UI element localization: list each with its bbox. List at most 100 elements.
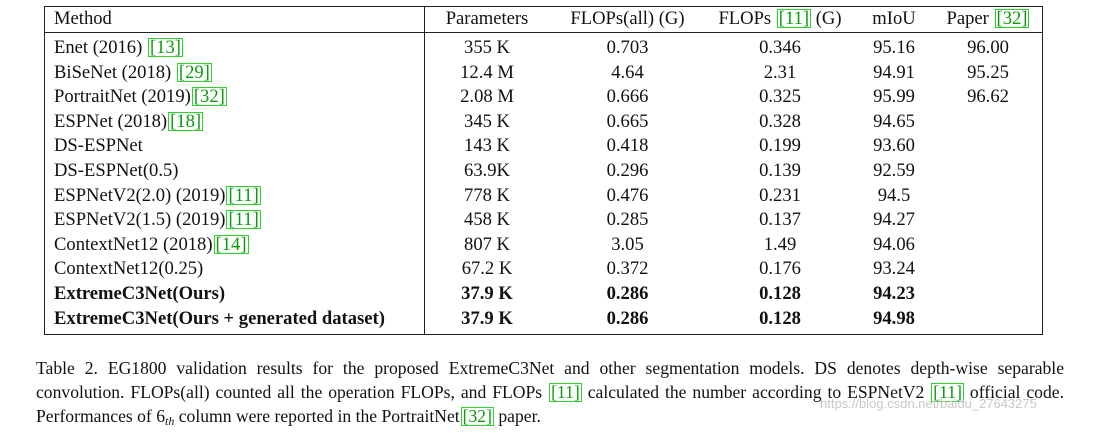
header-flops-unit: (G) <box>811 8 842 30</box>
citation-link[interactable]: [11] <box>226 209 261 231</box>
header-paper-label: Paper <box>946 8 994 30</box>
caption-math-base: 6 <box>156 406 165 426</box>
citation-link[interactable]: [18] <box>168 110 204 132</box>
parameters-cell: 2.08 M <box>460 86 514 108</box>
miou-cell: 94.5 <box>877 184 911 206</box>
flops-all-cell: 0.372 <box>606 258 649 280</box>
citation-link[interactable]: [11] <box>776 8 812 30</box>
caption-part-2: calculated the number according to ESPNe… <box>581 382 931 402</box>
flops-all-cell: 0.286 <box>606 307 649 329</box>
method-cell: ExtremeC3Net(Ours) <box>44 281 425 307</box>
method-name: BiSeNet (2018) <box>54 61 176 83</box>
method-name: DS-ESPNet(0.5) <box>54 159 179 181</box>
flops-cell: 0.176 <box>759 258 801 280</box>
citation-link[interactable]: [14] <box>213 233 249 255</box>
flops-cell: 0.199 <box>759 135 801 157</box>
method-name: ExtremeC3Net(Ours + generated dataset) <box>54 307 385 329</box>
method-cell: DS-ESPNet <box>44 134 425 159</box>
citation-link[interactable]: [32] <box>460 406 494 426</box>
flops-cell: 2.31 <box>763 61 797 83</box>
citation-link[interactable]: [13] <box>147 37 183 58</box>
parameters-cell: 143 K <box>464 135 510 157</box>
method-name: ESPNetV2(1.5) (2019) <box>54 209 226 231</box>
flops-cell: 0.137 <box>759 209 801 231</box>
flops-all-cell: 0.665 <box>606 110 649 132</box>
method-name: ESPNetV2(2.0) (2019) <box>54 184 226 206</box>
miou-cell: 95.16 <box>873 37 915 58</box>
caption-part-3: official code. Performances of <box>36 382 1064 426</box>
paper-cell <box>934 208 1043 233</box>
paper-cell <box>934 184 1043 209</box>
miou-cell: 92.59 <box>873 159 915 181</box>
miou-cell: 94.65 <box>873 110 915 132</box>
flops-cell: 1.49 <box>763 233 797 255</box>
paper-cell <box>934 282 1043 307</box>
results-table-container: Method Parameters FLOPs(all) (G) FLOPs [… <box>44 6 1043 336</box>
header-flops-all: FLOPs(all) (G) <box>549 6 706 33</box>
flops-all-cell: 0.418 <box>606 135 649 157</box>
parameters-cell: 458 K <box>464 209 510 231</box>
paper-cell <box>934 257 1043 282</box>
method-cell: ESPNetV2(2.0) (2019) [11] <box>44 183 425 209</box>
method-name: ContextNet12(0.25) <box>54 258 204 280</box>
flops-cell: 0.325 <box>759 86 801 108</box>
flops-cell: 0.346 <box>759 37 801 58</box>
parameters-cell: 778 K <box>464 184 510 206</box>
miou-cell: 94.06 <box>873 233 915 255</box>
table-row: ContextNet12(0.25) 67.2 K 0.372 0.176 93.24 <box>44 257 1043 282</box>
flops-all-cell: 3.05 <box>611 233 644 255</box>
parameters-cell: 37.9 K <box>461 282 513 304</box>
paper-cell: 95.25 <box>967 61 1009 83</box>
caption-part-4: column were reported in the PortraitNet <box>174 406 460 426</box>
parameters-cell: 63.9K <box>464 159 510 181</box>
paper-cell: 96.62 <box>967 86 1009 108</box>
table-row: BiSeNet (2018) [29] 12.4 M 4.64 2.31 94.91 95… <box>44 60 1043 86</box>
table-caption: Table 2. EG1800 validation results for t… <box>36 356 1064 433</box>
table-row: ExtremeC3Net(Ours) 37.9 K 0.286 0.128 94.23 <box>44 281 1043 307</box>
flops-all-cell: 4.64 <box>611 61 644 83</box>
paper-cell: 96.00 <box>967 37 1009 58</box>
method-cell: DS-ESPNet(0.5) <box>44 158 425 184</box>
flops-cell: 0.128 <box>759 282 801 304</box>
miou-cell: 94.98 <box>873 307 915 329</box>
table-row: ContextNet12 (2018) [14] 807 K 3.05 1.49 94.0… <box>44 232 1043 258</box>
citation-link[interactable]: [11] <box>226 184 261 206</box>
method-name: ContextNet12 (2018) <box>54 233 213 255</box>
method-name: Enet (2016) <box>54 37 147 58</box>
citation-link[interactable]: [11] <box>549 382 582 402</box>
method-cell: Enet (2016) [13] <box>44 32 425 61</box>
method-cell: ESPNet (2018) [18] <box>44 109 425 135</box>
table-header-row: Method Parameters FLOPs(all) (G) FLOPs [… <box>44 6 1043 33</box>
miou-cell: 93.24 <box>873 258 915 280</box>
citation-link[interactable]: [29] <box>176 61 212 83</box>
citation-link[interactable]: [32] <box>994 8 1030 30</box>
table-row: PortraitNet (2019) [32] 2.08 M 0.666 0.325 95… <box>44 85 1043 110</box>
caption-part-5: paper. <box>493 406 541 426</box>
method-cell: ExtremeC3Net(Ours + generated dataset) <box>44 306 425 335</box>
caption-math: 6th <box>156 406 175 428</box>
method-name: ExtremeC3Net(Ours) <box>54 282 226 304</box>
method-cell: ESPNetV2(1.5) (2019) [11] <box>44 208 425 233</box>
table-row: ESPNetV2(1.5) (2019) [11] 458 K 0.285 0.137 9… <box>44 208 1043 233</box>
caption-part-1: Table 2. EG1800 validation results for t… <box>36 358 1064 402</box>
flops-all-cell: 0.286 <box>606 282 649 304</box>
paper-cell <box>934 307 1043 335</box>
header-miou: mIoU <box>854 6 934 33</box>
header-parameters: Parameters <box>424 6 549 33</box>
paper-cell <box>934 110 1043 135</box>
flops-all-cell: 0.703 <box>606 37 649 58</box>
caption-math-subscript: th <box>164 414 175 428</box>
paper-cell <box>934 233 1043 258</box>
header-paper: Paper [32] <box>934 6 1043 33</box>
citation-link[interactable]: [32] <box>191 86 227 108</box>
citation-link[interactable]: [11] <box>931 382 964 402</box>
method-cell: PortraitNet (2019) [32] <box>44 85 425 110</box>
miou-cell: 93.60 <box>873 135 915 157</box>
parameters-cell: 12.4 M <box>460 61 514 83</box>
table-row: DS-ESPNet(0.5) 63.9K 0.296 0.139 92.59 <box>44 158 1043 184</box>
method-name: PortraitNet (2019) <box>54 86 191 108</box>
header-flops: FLOPs [11] (G) <box>706 6 854 33</box>
parameters-cell: 37.9 K <box>461 307 513 329</box>
method-cell: ContextNet12 (2018) [14] <box>44 232 425 258</box>
parameters-cell: 345 K <box>464 110 510 132</box>
